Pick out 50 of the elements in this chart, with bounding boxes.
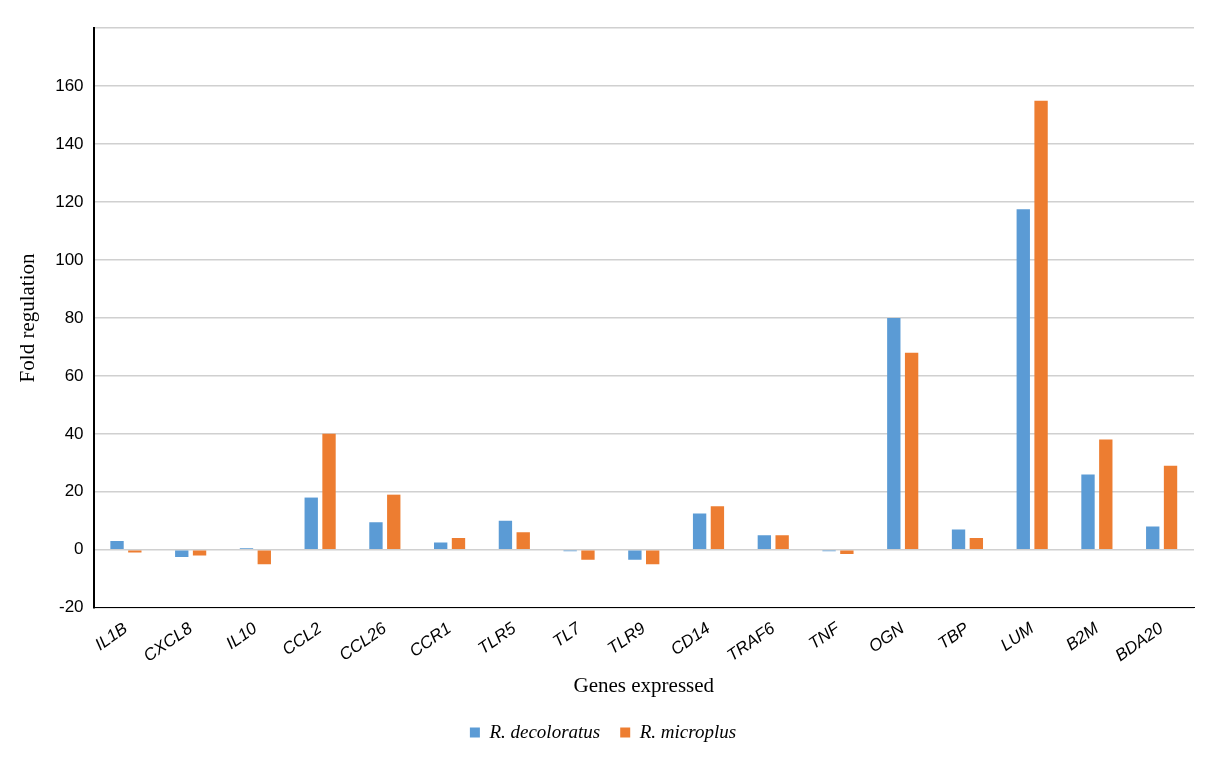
bar	[192, 550, 207, 556]
bar	[498, 520, 513, 549]
bar	[434, 542, 448, 549]
bar	[692, 513, 707, 549]
bar	[516, 532, 530, 549]
bar	[775, 535, 789, 549]
bar	[369, 522, 383, 549]
bar	[110, 541, 124, 549]
bar	[1081, 474, 1095, 549]
y-axis-title: Fold regulation	[15, 252, 40, 383]
y-tick-label: 60	[64, 365, 84, 385]
x-tick-label: IL10	[222, 618, 261, 654]
bar	[581, 550, 595, 560]
y-tick-label: 20	[64, 481, 84, 501]
bar	[969, 538, 984, 549]
bar	[887, 317, 901, 549]
bar	[451, 538, 466, 549]
x-tick-label: TNF	[805, 617, 845, 654]
bar	[387, 494, 401, 549]
bar	[951, 529, 966, 549]
x-tick-label: IL1B	[91, 618, 131, 655]
bar	[628, 550, 642, 560]
bar	[257, 550, 271, 565]
bar	[175, 550, 189, 557]
bar	[304, 497, 318, 549]
y-tick-label: 40	[64, 423, 84, 443]
legend-label: R. decoloratus	[488, 720, 601, 742]
bar	[1034, 100, 1048, 549]
y-tick-label: 140	[55, 133, 84, 153]
bar	[128, 550, 142, 553]
y-tick-label: 160	[55, 75, 84, 95]
bar	[1163, 465, 1178, 549]
x-tick-label: TL7	[549, 618, 585, 651]
x-axis-title: Genes expressed	[573, 672, 715, 697]
bar	[646, 550, 660, 565]
bar	[840, 550, 854, 555]
y-tick-label: 100	[55, 249, 84, 269]
bar	[757, 535, 772, 549]
x-tick-label: TBP	[934, 618, 973, 654]
y-tick-label: 80	[64, 307, 84, 327]
bar	[710, 506, 725, 549]
y-tick-label: 120	[55, 191, 84, 211]
y-tick-label: -20	[58, 597, 84, 617]
y-tick-label: 0	[74, 539, 84, 559]
bar	[904, 352, 919, 549]
bar	[322, 433, 336, 549]
bar	[1099, 439, 1113, 549]
bar	[1016, 209, 1030, 549]
bar	[1146, 526, 1160, 549]
legend-label: R. microplus	[638, 720, 737, 742]
